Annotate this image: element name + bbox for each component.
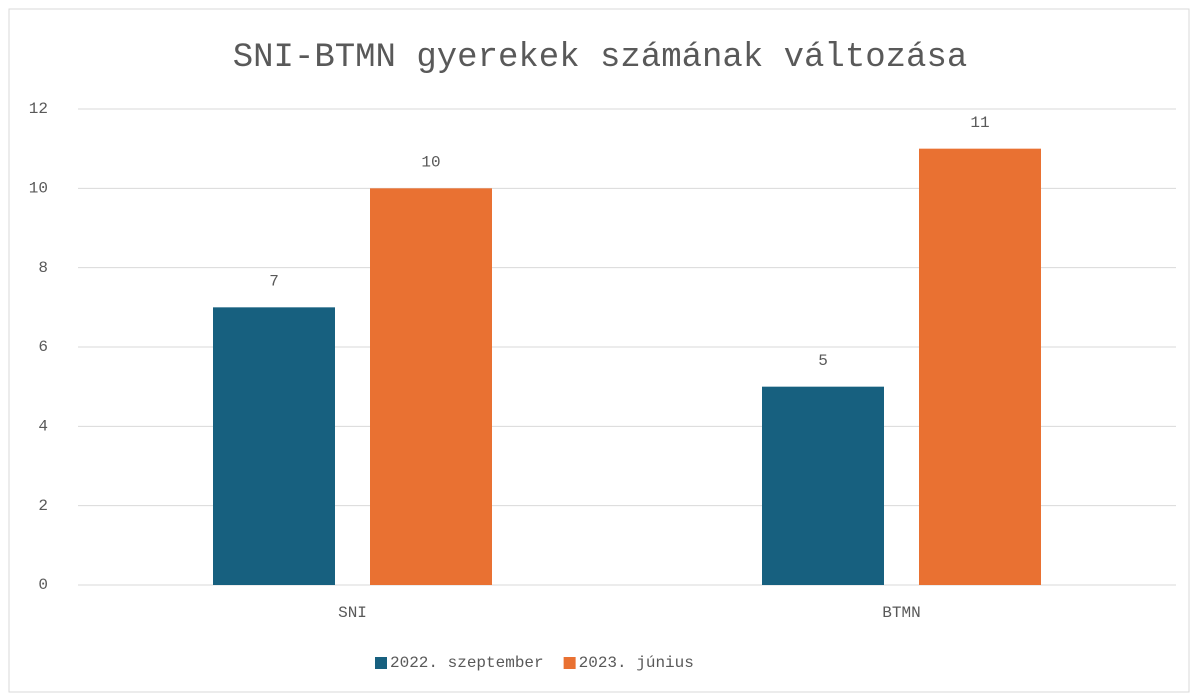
x-tick-label: SNI: [338, 604, 367, 622]
chart-title: SNI-BTMN gyerekek számának változása: [233, 39, 968, 77]
bar: [762, 386, 884, 585]
y-tick-label: 10: [29, 180, 48, 198]
legend-swatch: [375, 657, 387, 669]
y-tick-label: 0: [38, 576, 48, 594]
legend-label: 2023. június: [579, 654, 694, 672]
data-label: 10: [421, 154, 440, 172]
legend-label: 2022. szeptember: [390, 654, 544, 672]
y-tick-label: 2: [38, 497, 48, 515]
data-label: 5: [818, 352, 828, 370]
legend-swatch: [563, 657, 576, 669]
y-tick-label: 6: [38, 338, 48, 356]
data-label: 11: [970, 114, 989, 132]
bar: [370, 188, 492, 586]
bar: [919, 148, 1041, 585]
bar: [213, 307, 335, 585]
y-tick-label: 8: [38, 259, 48, 277]
data-label: 7: [269, 273, 279, 291]
x-tick-label: BTMN: [882, 604, 920, 622]
y-tick-label: 12: [29, 100, 48, 118]
y-tick-label: 4: [38, 418, 48, 436]
